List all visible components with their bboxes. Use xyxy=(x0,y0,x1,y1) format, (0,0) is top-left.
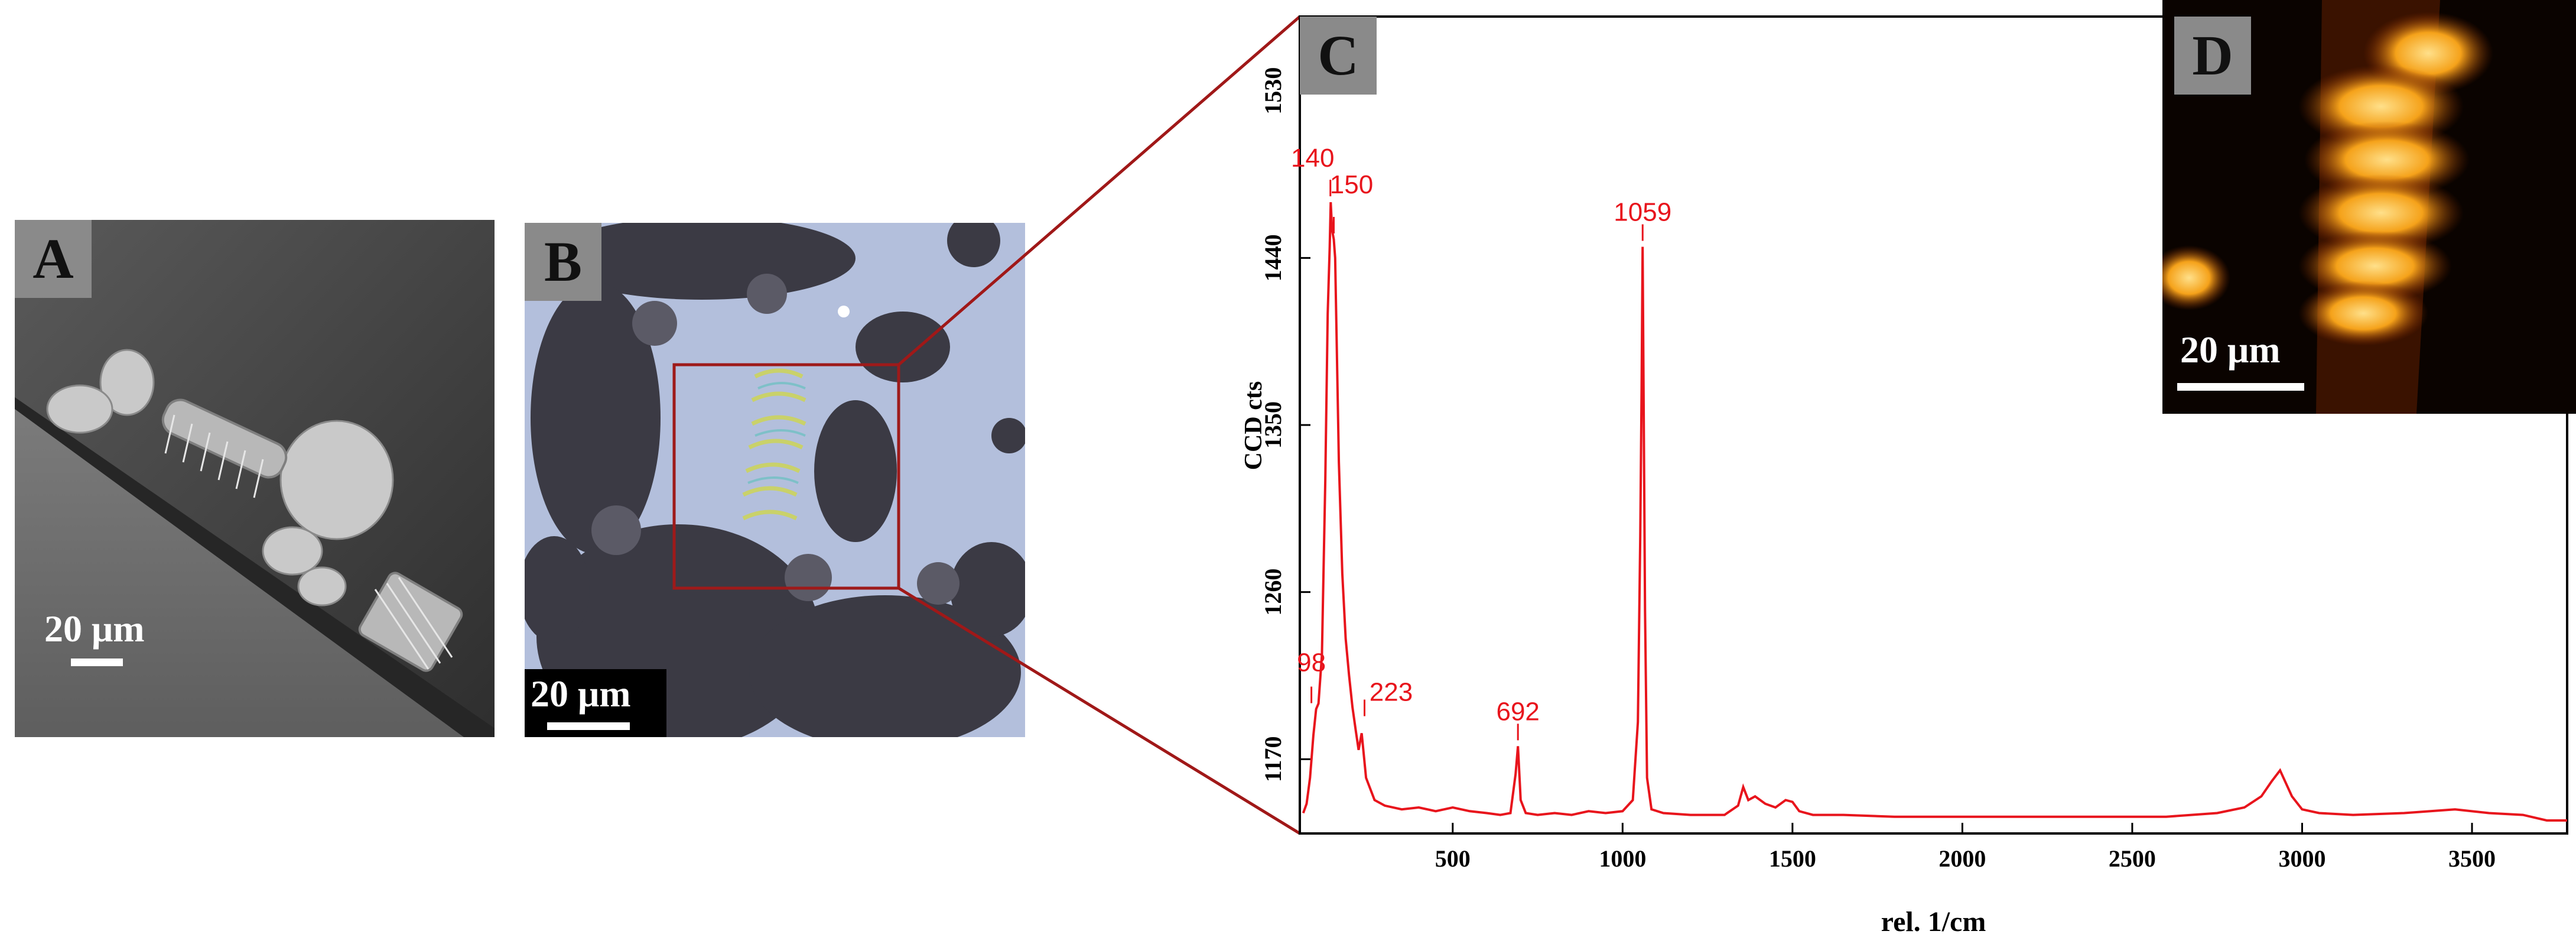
zoom-region-box xyxy=(672,363,900,590)
panel-d-raman-map: D 20 μm xyxy=(2162,0,2576,414)
raman-intensity-map xyxy=(2162,0,2576,414)
panel-b-optical-image: B 20 μm xyxy=(525,223,1025,737)
panel-a-scale-label: 20 μm xyxy=(44,608,145,650)
zoom-line-bottom xyxy=(897,586,1301,835)
panel-b-letter: B xyxy=(525,223,601,301)
optical-micrograph xyxy=(525,223,1025,737)
y-tick-label: 1530 xyxy=(1260,67,1286,115)
x-tick-label: 1500 xyxy=(1769,845,1816,872)
panel-d-scale-bar xyxy=(2177,383,2304,391)
x-axis-label: rel. 1/cm xyxy=(1881,906,1986,937)
panel-b-scale-label: 20 μm xyxy=(531,673,631,715)
x-tick-label: 1000 xyxy=(1599,845,1646,872)
panel-a-sem-image: A 20 μm xyxy=(15,220,495,737)
x-tick-label: 500 xyxy=(1435,845,1471,872)
peak-label: 692 xyxy=(1496,697,1539,726)
y-tick-label: 1350 xyxy=(1260,401,1286,449)
x-tick-label: 3000 xyxy=(2278,845,2325,872)
x-tick-label: 2000 xyxy=(1938,845,1986,872)
panel-d-letter: D xyxy=(2174,17,2251,95)
peak-label: 150 xyxy=(1330,170,1373,199)
panel-a-scale-bar xyxy=(71,658,123,666)
panel-d-scale-label: 20 μm xyxy=(2180,329,2281,371)
spectrum-series-line xyxy=(1302,202,2567,822)
peak-label: 223 xyxy=(1370,678,1413,707)
y-tick-label: 1260 xyxy=(1260,569,1286,616)
peak-label: 98 xyxy=(1297,648,1326,677)
panel-a-letter: A xyxy=(15,220,92,298)
x-tick-label: 2500 xyxy=(2109,845,2156,872)
panel-c-letter: C xyxy=(1300,17,1377,95)
zoom-line-top xyxy=(897,15,1301,366)
sem-micrograph xyxy=(15,220,495,737)
peak-label: 1059 xyxy=(1614,197,1671,226)
panel-b-scale-bar xyxy=(547,722,630,730)
y-tick-label: 1440 xyxy=(1260,234,1286,281)
y-axis-label: CCD cts xyxy=(1240,381,1267,470)
y-tick-label: 1170 xyxy=(1260,736,1286,782)
peak-label: 140 xyxy=(1291,144,1334,173)
x-tick-label: 3500 xyxy=(2448,845,2496,872)
